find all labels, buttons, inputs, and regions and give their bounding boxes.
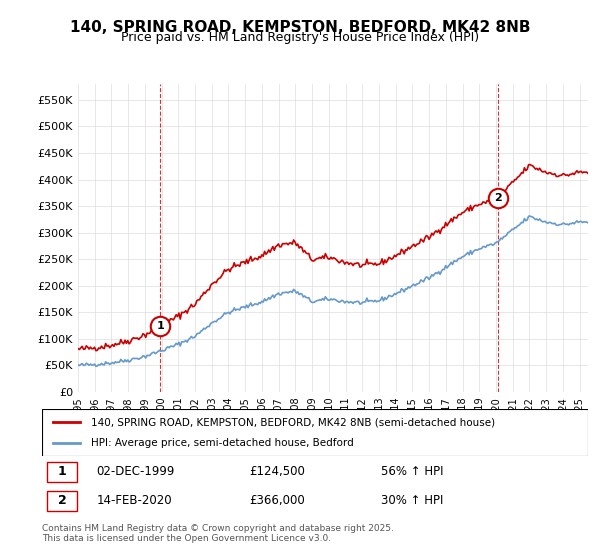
Text: 1: 1 — [58, 465, 67, 478]
Text: £124,500: £124,500 — [250, 465, 305, 478]
FancyBboxPatch shape — [47, 461, 77, 482]
Text: £366,000: £366,000 — [250, 494, 305, 507]
Text: 140, SPRING ROAD, KEMPSTON, BEDFORD, MK42 8NB (semi-detached house): 140, SPRING ROAD, KEMPSTON, BEDFORD, MK4… — [91, 417, 495, 427]
Text: 2: 2 — [494, 193, 502, 203]
Text: Price paid vs. HM Land Registry's House Price Index (HPI): Price paid vs. HM Land Registry's House … — [121, 31, 479, 44]
FancyBboxPatch shape — [42, 409, 588, 456]
Text: 2: 2 — [58, 494, 67, 507]
Text: 30% ↑ HPI: 30% ↑ HPI — [380, 494, 443, 507]
Text: 140, SPRING ROAD, KEMPSTON, BEDFORD, MK42 8NB: 140, SPRING ROAD, KEMPSTON, BEDFORD, MK4… — [70, 20, 530, 35]
Text: Contains HM Land Registry data © Crown copyright and database right 2025.
This d: Contains HM Land Registry data © Crown c… — [42, 524, 394, 543]
Text: 14-FEB-2020: 14-FEB-2020 — [97, 494, 172, 507]
Text: HPI: Average price, semi-detached house, Bedford: HPI: Average price, semi-detached house,… — [91, 438, 354, 448]
Text: 1: 1 — [157, 321, 164, 331]
Text: 02-DEC-1999: 02-DEC-1999 — [97, 465, 175, 478]
FancyBboxPatch shape — [47, 491, 77, 511]
Text: 56% ↑ HPI: 56% ↑ HPI — [380, 465, 443, 478]
